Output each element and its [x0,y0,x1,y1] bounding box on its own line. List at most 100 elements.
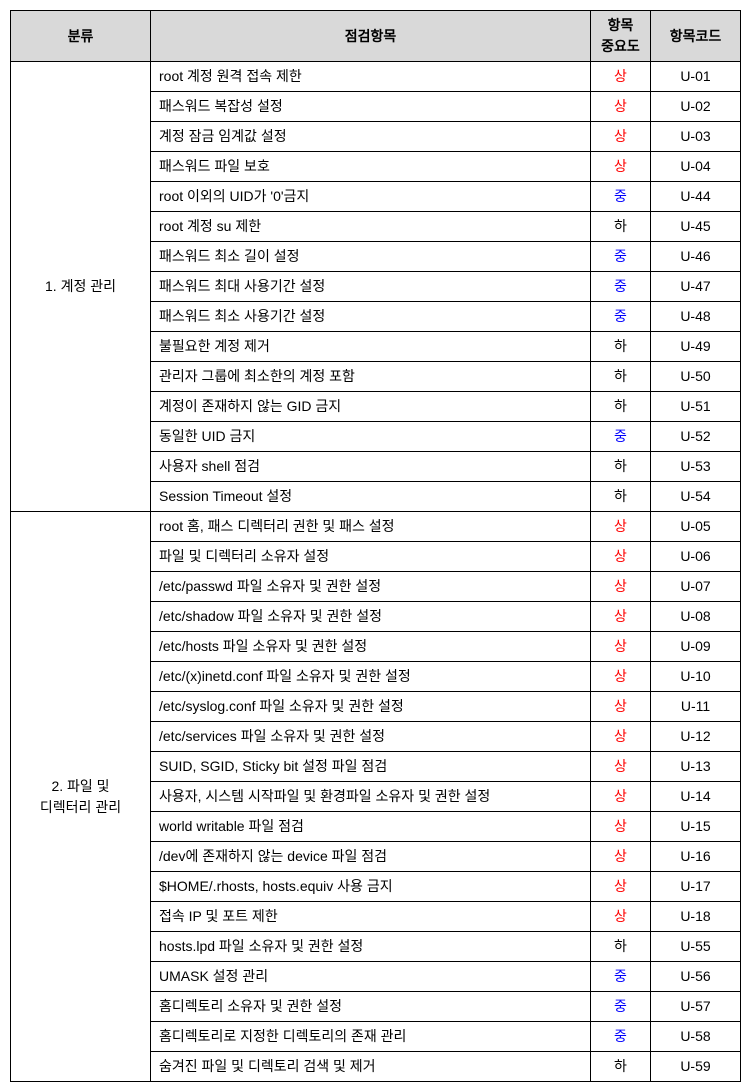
code-cell: U-16 [651,842,741,872]
importance-cell: 하 [591,482,651,512]
importance-cell: 상 [591,902,651,932]
item-cell: 패스워드 최소 길이 설정 [151,242,591,272]
importance-cell: 하 [591,392,651,422]
importance-cell: 중 [591,242,651,272]
code-cell: U-07 [651,572,741,602]
table-body: 1. 계정 관리root 계정 원격 접속 제한상U-01패스워드 복잡성 설정… [11,62,741,1082]
item-cell: SUID, SGID, Sticky bit 설정 파일 점검 [151,752,591,782]
category-cell: 1. 계정 관리 [11,62,151,512]
importance-cell: 상 [591,692,651,722]
importance-cell: 중 [591,422,651,452]
code-cell: U-03 [651,122,741,152]
importance-cell: 상 [591,842,651,872]
item-cell: UMASK 설정 관리 [151,962,591,992]
importance-cell: 하 [591,332,651,362]
code-cell: U-04 [651,152,741,182]
table-header-row: 분류 점검항목 항목 중요도 항목코드 [11,11,741,62]
code-cell: U-46 [651,242,741,272]
importance-cell: 하 [591,452,651,482]
importance-cell: 상 [591,632,651,662]
item-cell: 홈디렉토리로 지정한 디렉토리의 존재 관리 [151,1022,591,1052]
item-cell: hosts.lpd 파일 소유자 및 권한 설정 [151,932,591,962]
code-cell: U-53 [651,452,741,482]
item-cell: 패스워드 최대 사용기간 설정 [151,272,591,302]
code-cell: U-57 [651,992,741,1022]
item-cell: 계정 잠금 임계값 설정 [151,122,591,152]
category-cell: 2. 파일 및 디렉터리 관리 [11,512,151,1082]
code-cell: U-06 [651,542,741,572]
code-cell: U-58 [651,1022,741,1052]
code-cell: U-10 [651,662,741,692]
table-row: 1. 계정 관리root 계정 원격 접속 제한상U-01 [11,62,741,92]
item-cell: 접속 IP 및 포트 제한 [151,902,591,932]
importance-cell: 중 [591,272,651,302]
item-cell: /dev에 존재하지 않는 device 파일 점검 [151,842,591,872]
importance-cell: 하 [591,212,651,242]
importance-cell: 상 [591,812,651,842]
item-cell: /etc/hosts 파일 소유자 및 권한 설정 [151,632,591,662]
code-cell: U-54 [651,482,741,512]
item-cell: 패스워드 최소 사용기간 설정 [151,302,591,332]
item-cell: 불필요한 계정 제거 [151,332,591,362]
table-row: 2. 파일 및 디렉터리 관리root 홈, 패스 디렉터리 권한 및 패스 설… [11,512,741,542]
item-cell: 파일 및 디렉터리 소유자 설정 [151,542,591,572]
importance-cell: 상 [591,542,651,572]
code-cell: U-05 [651,512,741,542]
item-cell: 숨겨진 파일 및 디렉토리 검색 및 제거 [151,1052,591,1082]
importance-cell: 중 [591,182,651,212]
code-cell: U-50 [651,362,741,392]
importance-cell: 중 [591,302,651,332]
code-cell: U-11 [651,692,741,722]
importance-cell: 하 [591,362,651,392]
importance-cell: 상 [591,872,651,902]
importance-cell: 하 [591,932,651,962]
code-cell: U-18 [651,902,741,932]
item-cell: /etc/syslog.conf 파일 소유자 및 권한 설정 [151,692,591,722]
item-cell: root 이외의 UID가 '0'금지 [151,182,591,212]
item-cell: 관리자 그룹에 최소한의 계정 포함 [151,362,591,392]
code-cell: U-12 [651,722,741,752]
code-cell: U-56 [651,962,741,992]
importance-cell: 상 [591,62,651,92]
item-cell: root 홈, 패스 디렉터리 권한 및 패스 설정 [151,512,591,542]
item-cell: 동일한 UID 금지 [151,422,591,452]
item-cell: 사용자 shell 점검 [151,452,591,482]
code-cell: U-14 [651,782,741,812]
importance-cell: 상 [591,662,651,692]
code-cell: U-13 [651,752,741,782]
code-cell: U-17 [651,872,741,902]
importance-cell: 상 [591,782,651,812]
item-cell: 패스워드 파일 보호 [151,152,591,182]
item-cell: /etc/(x)inetd.conf 파일 소유자 및 권한 설정 [151,662,591,692]
importance-cell: 상 [591,92,651,122]
importance-cell: 중 [591,1022,651,1052]
header-item: 점검항목 [151,11,591,62]
item-cell: Session Timeout 설정 [151,482,591,512]
importance-cell: 상 [591,722,651,752]
item-cell: root 계정 원격 접속 제한 [151,62,591,92]
code-cell: U-01 [651,62,741,92]
code-cell: U-02 [651,92,741,122]
item-cell: /etc/shadow 파일 소유자 및 권한 설정 [151,602,591,632]
code-cell: U-52 [651,422,741,452]
importance-cell: 상 [591,512,651,542]
item-cell: root 계정 su 제한 [151,212,591,242]
item-cell: 패스워드 복잡성 설정 [151,92,591,122]
item-cell: 홈디렉토리 소유자 및 권한 설정 [151,992,591,1022]
item-cell: /etc/passwd 파일 소유자 및 권한 설정 [151,572,591,602]
header-category: 분류 [11,11,151,62]
code-cell: U-15 [651,812,741,842]
code-cell: U-08 [651,602,741,632]
code-cell: U-55 [651,932,741,962]
header-importance: 항목 중요도 [591,11,651,62]
importance-cell: 중 [591,962,651,992]
importance-cell: 상 [591,152,651,182]
code-cell: U-49 [651,332,741,362]
code-cell: U-51 [651,392,741,422]
item-cell: 계정이 존재하지 않는 GID 금지 [151,392,591,422]
item-cell: /etc/services 파일 소유자 및 권한 설정 [151,722,591,752]
item-cell: world writable 파일 점검 [151,812,591,842]
item-cell: $HOME/.rhosts, hosts.equiv 사용 금지 [151,872,591,902]
importance-cell: 상 [591,122,651,152]
code-cell: U-47 [651,272,741,302]
